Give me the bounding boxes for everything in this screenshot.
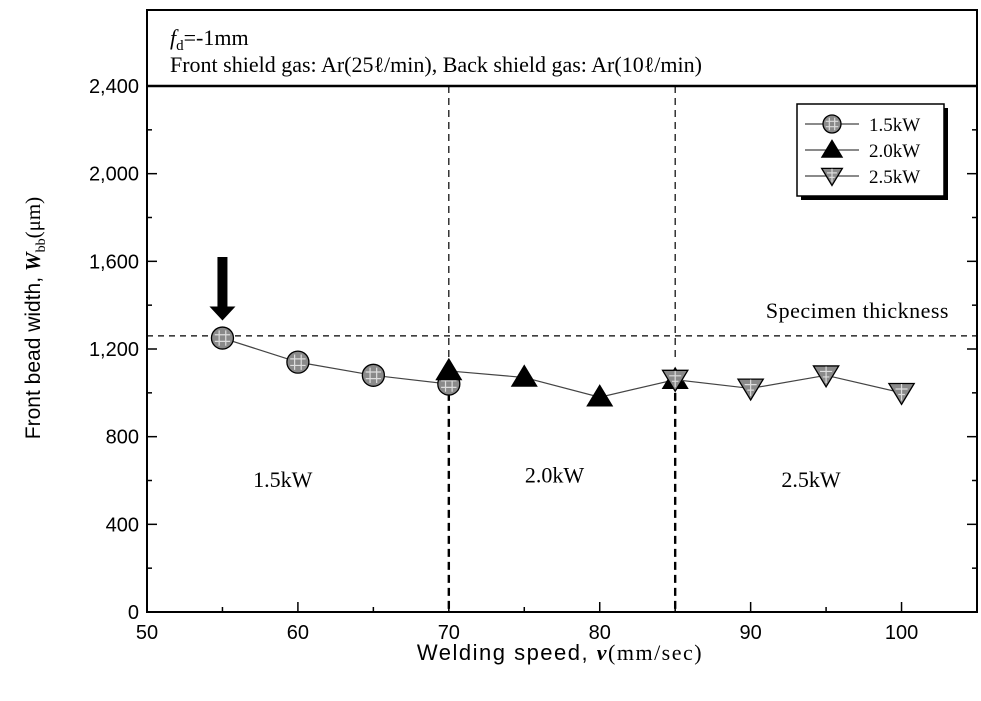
- marker-triangle-up-shape: [435, 357, 463, 381]
- series-2: [661, 365, 916, 406]
- series-line: [222, 337, 449, 385]
- y-tick-label: 1,600: [89, 251, 139, 273]
- marker-circle-hatch: [365, 367, 382, 383]
- header-f-var: f: [170, 25, 179, 50]
- data-point: [661, 369, 689, 393]
- region-label: 2.5kW: [781, 467, 841, 492]
- x-tick-label: 100: [885, 622, 918, 644]
- y-tick-label: 800: [106, 427, 139, 449]
- x-tick-label: 80: [589, 622, 611, 644]
- data-point: [887, 382, 916, 406]
- marker-circle-fill: [286, 350, 310, 374]
- marker-circle-fill: [361, 363, 386, 387]
- data-point: [736, 378, 765, 402]
- x-tick-label: 90: [740, 622, 762, 644]
- y-tick-label: 2,400: [89, 76, 139, 98]
- marker-triangle-up-shape: [586, 384, 614, 407]
- y-axis-title-sub: bb: [34, 238, 49, 252]
- marker-triangle-down-hatch: [820, 366, 833, 383]
- series-line: [448, 370, 676, 398]
- legend-label: 2.0kW: [869, 141, 920, 162]
- series-1: [435, 357, 689, 407]
- legend-label: 1.5kW: [869, 115, 920, 136]
- y-axis-title-var: W: [21, 251, 45, 271]
- data-point: [286, 350, 310, 374]
- legend-marker: [822, 114, 842, 134]
- marker-triangle-down-hatch: [669, 370, 682, 388]
- x-tick-label: 50: [136, 622, 158, 644]
- series-line: [675, 374, 902, 394]
- region-label: 2.0kW: [525, 463, 585, 488]
- header-line2: Front shield gas: Ar(25ℓ/min), Back shie…: [170, 52, 702, 77]
- x-axis-title-var: v: [597, 640, 608, 665]
- x-axis-title: Welding speed, v(mm/sec): [417, 640, 703, 665]
- header-f-sub: d: [176, 38, 184, 54]
- legend-marker: [820, 167, 844, 187]
- chart-header: fd=-1mm Front shield gas: Ar(25ℓ/min), B…: [170, 25, 702, 77]
- x-axis-title-main: Welding speed,: [417, 640, 597, 665]
- x-tick-label: 60: [287, 622, 309, 644]
- marker-triangle-up-shape: [820, 139, 844, 158]
- legend-item: 2.5kW: [805, 167, 920, 188]
- y-axis-title-main: Front bead width,: [22, 271, 45, 439]
- y-tick-label: 2,000: [89, 164, 139, 186]
- legend: 1.5kW 2.0kW 2.5kW: [796, 103, 948, 200]
- marker-triangle-down-hatch: [827, 168, 837, 183]
- y-tick-label: 400: [106, 514, 139, 536]
- marker-circle-hatch: [290, 354, 306, 370]
- marker-circle-hatch: [825, 117, 839, 131]
- marker-circle-fill: [822, 114, 842, 134]
- plot-area: 0 400 800 1,200 1,600 2,000 2,400 50 60 70 80 90 100…: [89, 9, 978, 644]
- marker-circle-fill: [210, 326, 235, 350]
- data-point: [361, 363, 386, 387]
- x-axis-title-unit: (mm/sec): [608, 640, 703, 665]
- arrow-annotation: [209, 256, 236, 321]
- data-point: [435, 357, 463, 381]
- y-tick-label: 0: [128, 602, 139, 624]
- data-point: [586, 384, 614, 407]
- marker-triangle-down-hatch: [744, 379, 757, 397]
- y-axis-title: Front bead width, Wbb(μm): [21, 197, 49, 439]
- legend-item: 1.5kW: [805, 114, 920, 136]
- y-axis-title-unit: (μm): [21, 197, 45, 239]
- data-point: [812, 365, 840, 389]
- legend-label: 2.5kW: [869, 167, 920, 188]
- specimen-thickness-label: Specimen thickness: [766, 298, 949, 323]
- series-0: [210, 326, 461, 396]
- marker-circle-hatch: [214, 330, 231, 346]
- plot-frame: [146, 9, 978, 613]
- marker-triangle-up-shape: [510, 364, 538, 387]
- header-f-value: =-1mm: [184, 25, 249, 50]
- data-point: [510, 364, 538, 387]
- data-point: [210, 326, 235, 350]
- marker-triangle-down-hatch: [895, 384, 908, 401]
- legend-item: 2.0kW: [805, 139, 920, 162]
- header-line1: fd=-1mm: [170, 25, 249, 54]
- x-tick-label: 70: [438, 622, 460, 644]
- marker-circle-hatch: [441, 376, 457, 392]
- region-label: 1.5kW: [253, 467, 313, 492]
- legend-marker: [820, 139, 844, 158]
- y-tick-label: 1,200: [89, 339, 139, 361]
